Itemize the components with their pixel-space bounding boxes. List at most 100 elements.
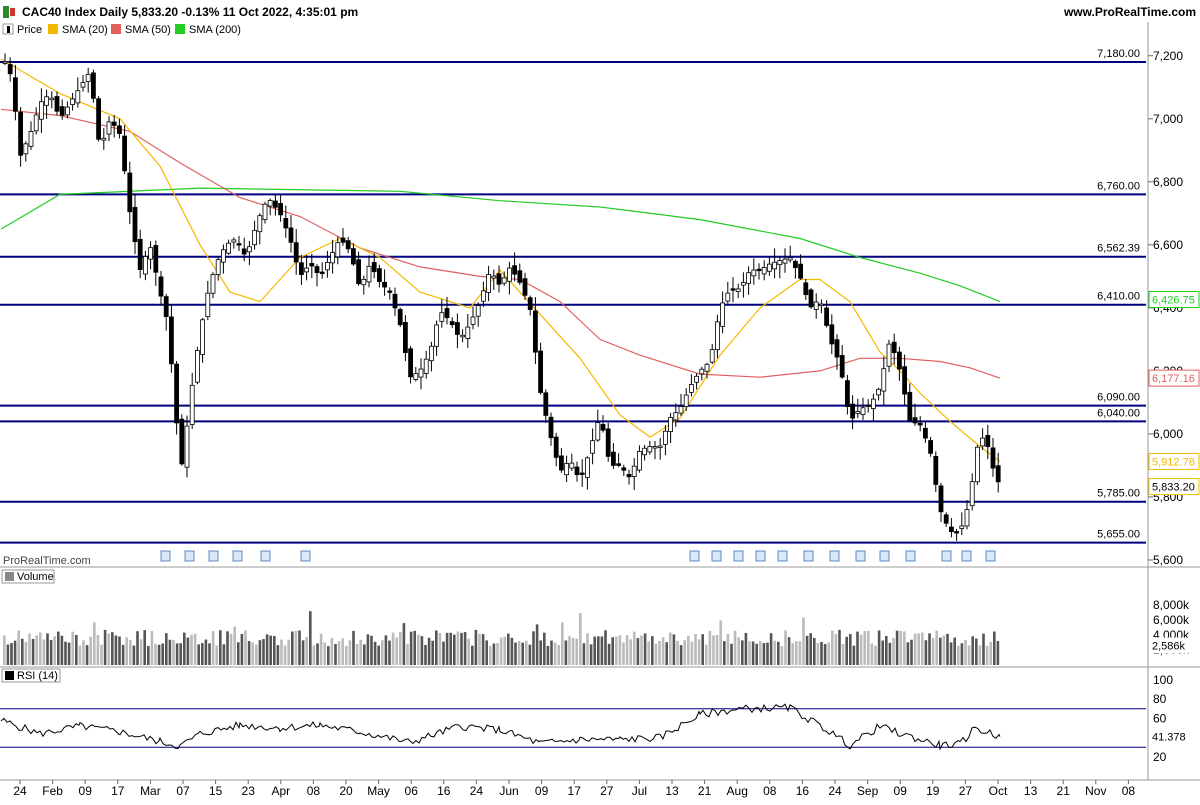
event-icon[interactable]	[829, 550, 840, 562]
volume-bar	[661, 637, 665, 665]
event-icon[interactable]	[300, 550, 311, 562]
sma50-swatch[interactable]	[111, 24, 121, 34]
event-icon[interactable]	[777, 550, 788, 562]
candle-body	[506, 267, 512, 282]
x-tick-label: 13	[665, 784, 679, 798]
volume-bar	[420, 636, 424, 665]
volume-bar	[467, 638, 470, 665]
volume-bar	[168, 639, 172, 665]
price-tick-label: 6,000	[1153, 427, 1183, 441]
event-icon[interactable]	[733, 550, 744, 562]
volume-bar	[557, 645, 560, 665]
candle-body	[330, 252, 336, 264]
volume-bar	[143, 630, 146, 665]
volume-bar	[859, 634, 863, 665]
last-value-tags: 6,426.75 6,177.16 5,912.78 5,833.20 2,586k 41…	[1148, 290, 1200, 745]
rsi-swatch	[5, 671, 14, 680]
x-tick-label: 19	[926, 784, 940, 798]
rsi-tick-label: 60	[1153, 711, 1167, 725]
volume-bar	[485, 640, 488, 665]
volume-bar	[435, 630, 438, 665]
candle-body	[767, 263, 772, 272]
volume-bar	[312, 645, 316, 665]
candle-body	[699, 368, 705, 375]
candle-body	[647, 446, 653, 453]
candle-body	[309, 263, 315, 267]
volume-bar	[809, 633, 812, 665]
candle-body	[137, 238, 143, 270]
volume-bar	[906, 642, 910, 665]
candle-body	[205, 292, 211, 318]
volume-bar	[255, 644, 258, 665]
candle-body	[132, 206, 138, 243]
volume-bar	[406, 644, 409, 665]
event-icon[interactable]	[905, 550, 916, 562]
volume-bar	[240, 633, 244, 665]
event-icon[interactable]	[985, 550, 996, 562]
candle-body	[694, 375, 699, 383]
event-icon[interactable]	[755, 550, 766, 562]
sma200-swatch[interactable]	[175, 24, 185, 34]
volume-bar	[690, 641, 694, 665]
last-value-tag	[1148, 452, 1200, 470]
x-tick-label: 24	[470, 784, 484, 798]
event-icon[interactable]	[803, 550, 814, 562]
event-icon[interactable]	[855, 550, 866, 562]
volume-bar	[780, 646, 784, 665]
volume-bar	[600, 636, 604, 665]
price-checkbox-icon[interactable]	[2, 23, 14, 35]
candle-body	[49, 97, 55, 101]
volume-bar	[197, 644, 200, 665]
event-icon[interactable]	[689, 550, 700, 562]
event-icon[interactable]	[879, 550, 890, 562]
event-icon[interactable]	[184, 550, 195, 562]
volume-bar	[838, 629, 841, 665]
volume-bar	[730, 643, 733, 665]
event-icon[interactable]	[208, 550, 219, 562]
candle-body	[475, 305, 481, 317]
volume-bar	[741, 640, 744, 665]
volume-bar	[100, 644, 103, 665]
site-link[interactable]: www.ProRealTime.com	[1063, 5, 1196, 19]
volume-bar	[402, 623, 406, 665]
last-value-label: 5,833.20	[1152, 482, 1195, 494]
last-value-tag	[1148, 369, 1200, 387]
candle-body	[392, 293, 398, 309]
volume-bar	[773, 640, 776, 665]
volume-bar	[471, 645, 474, 665]
last-value-label: 6,177.16	[1152, 373, 1195, 385]
event-icon[interactable]	[941, 550, 952, 562]
volume-bar	[532, 631, 535, 665]
volume-bar	[258, 640, 262, 665]
event-icon[interactable]	[232, 550, 243, 562]
candle-body	[782, 258, 788, 264]
x-tick-label: 17	[111, 784, 125, 798]
volume-bar	[6, 644, 10, 665]
last-value-label: 41.378	[1152, 731, 1186, 743]
candle-body	[335, 242, 341, 258]
volume-bar	[363, 644, 366, 665]
event-icon[interactable]	[711, 550, 722, 562]
volume-bar	[640, 635, 643, 665]
candle-body	[735, 288, 741, 292]
volume-bar	[651, 636, 654, 665]
volume-bar	[42, 639, 46, 665]
candle-body	[340, 237, 346, 243]
volume-bar	[913, 633, 917, 665]
candle-body	[855, 411, 861, 415]
candle-body	[631, 465, 637, 477]
event-icon[interactable]	[160, 550, 171, 562]
volume-bar	[647, 641, 650, 665]
volume-bar	[895, 630, 899, 665]
x-tick-label: Feb	[42, 784, 63, 798]
event-icon[interactable]	[961, 550, 972, 562]
candle-body	[491, 275, 497, 279]
x-tick-label: 23	[242, 784, 256, 798]
volume-bar	[204, 639, 208, 665]
event-icon[interactable]	[260, 550, 271, 562]
rsi-tick-label: 100	[1153, 673, 1173, 687]
sma20-swatch[interactable]	[48, 24, 58, 34]
volume-bar	[762, 642, 766, 665]
